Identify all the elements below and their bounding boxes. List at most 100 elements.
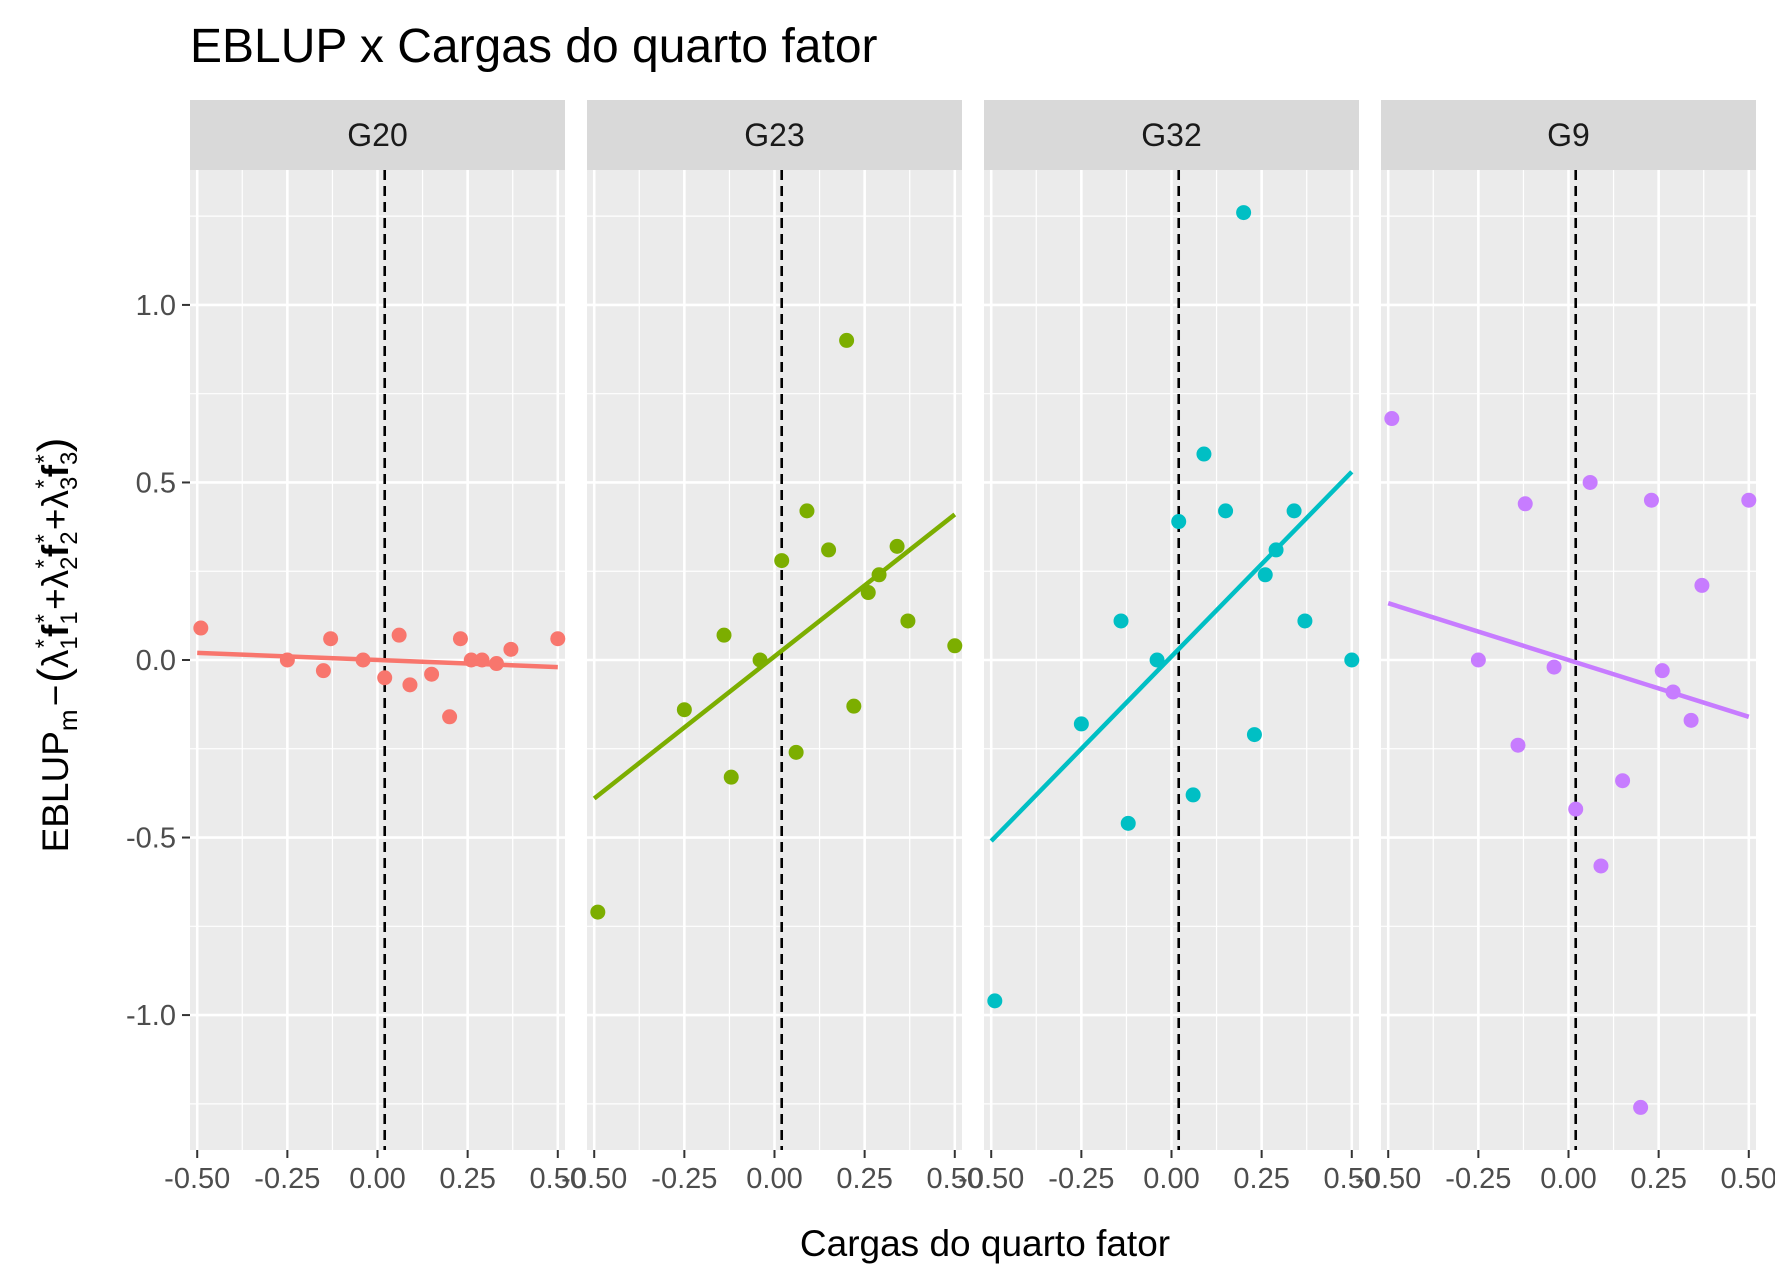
chart-title: EBLUP x Cargas do quarto fator — [190, 20, 878, 73]
y-title-f-3-sub: 3 — [56, 452, 83, 465]
data-point — [846, 698, 862, 714]
data-point — [474, 652, 490, 668]
data-point — [1171, 514, 1187, 530]
data-point — [1546, 659, 1562, 675]
data-point — [1470, 652, 1486, 668]
data-point — [1593, 858, 1609, 874]
x-tick-label: 0.25 — [836, 1163, 892, 1195]
data-point — [315, 663, 331, 679]
y-title-f-2-sub: 2 — [56, 531, 83, 544]
data-point — [987, 993, 1003, 1009]
x-tick-label: 0.50 — [1721, 1163, 1775, 1195]
x-tick-label: -0.25 — [651, 1163, 717, 1195]
y-title-lambda-1-star: * — [31, 639, 58, 648]
data-point — [821, 542, 837, 558]
y-title-plus-1: + — [35, 588, 76, 610]
facet-strip — [587, 100, 962, 170]
y-axis: -1.0 -0.5 0.0 0.5 1.0 — [126, 290, 190, 1032]
data-point — [947, 638, 963, 654]
x-tick-label: 0.25 — [439, 1163, 495, 1195]
y-title-lambda-2-sub: 2 — [56, 556, 83, 569]
data-point — [1073, 716, 1089, 732]
y-title-f-3: f — [35, 464, 76, 477]
data-point — [1694, 577, 1710, 593]
x-tick-label: -0.50 — [561, 1163, 627, 1195]
data-point — [1268, 542, 1284, 558]
data-point — [871, 567, 887, 583]
y-axis-title: EBLUPm−(λ1*f1*+λ2*f2*+λ3*f3*) — [29, 438, 83, 853]
y-title-open-paren: ( — [29, 668, 78, 683]
y-tick-label: 0.0 — [136, 645, 176, 677]
regression-line — [989, 470, 1354, 843]
y-title-lambda-3-star: * — [31, 479, 58, 488]
x-tick-label: -0.50 — [1355, 1163, 1421, 1195]
data-point — [1665, 684, 1681, 700]
x-tick-label: 0.00 — [746, 1163, 802, 1195]
facet-strip — [984, 100, 1359, 170]
data-point — [1615, 773, 1631, 789]
data-point — [279, 652, 295, 668]
data-point — [355, 652, 371, 668]
data-point — [1344, 652, 1360, 668]
x-tick-label: 0.25 — [1233, 1163, 1289, 1195]
y-title-f-1: f — [35, 624, 76, 637]
x-tick-label: 0.00 — [1143, 1163, 1199, 1195]
y-title-f-3-star: * — [31, 454, 58, 463]
y-title-eblup: EBLUP — [35, 731, 76, 852]
data-point — [1185, 787, 1201, 803]
data-point — [716, 627, 732, 643]
data-point — [424, 666, 440, 682]
data-point — [1120, 815, 1136, 831]
data-point — [1582, 474, 1598, 490]
x-tick-label: -0.50 — [958, 1163, 1024, 1195]
data-point — [799, 503, 815, 519]
y-title-sub-m: m — [53, 709, 83, 731]
data-point — [442, 709, 458, 725]
x-tick-label: -0.25 — [254, 1163, 320, 1195]
data-point — [774, 553, 790, 569]
data-point — [488, 656, 504, 672]
regression-line — [592, 512, 957, 801]
facet-strip-label: G23 — [744, 117, 804, 153]
x-tick-label: 0.25 — [1630, 1163, 1686, 1195]
y-tick-label: -1.0 — [126, 1000, 176, 1032]
data-point — [1297, 613, 1313, 629]
y-title-lambda-3: λ — [35, 489, 76, 508]
data-point — [402, 677, 418, 693]
data-point — [723, 769, 739, 785]
data-point — [550, 631, 566, 647]
data-point — [1218, 503, 1234, 519]
y-title-plus-2: + — [35, 508, 76, 530]
y-title-lambda-1: λ — [35, 649, 76, 668]
data-point — [1246, 727, 1262, 743]
y-tick-label: 1.0 — [136, 290, 176, 322]
y-tick-label: 0.5 — [136, 467, 176, 499]
data-point — [377, 670, 393, 686]
data-point — [1113, 613, 1129, 629]
data-point — [503, 641, 519, 657]
x-tick-label: 0.50 — [1324, 1163, 1380, 1195]
x-tick-label: -0.25 — [1445, 1163, 1511, 1195]
y-title-f-2-star: * — [31, 534, 58, 543]
x-tick-label: 0.00 — [1540, 1163, 1596, 1195]
data-point — [463, 652, 479, 668]
data-point — [193, 620, 209, 636]
data-point — [1643, 492, 1659, 508]
y-title-lambda-2-star: * — [31, 559, 58, 568]
regression-line — [1387, 601, 1750, 719]
y-title-lambda-1-sub: 1 — [56, 636, 83, 649]
facet-panel-g20: G20 -0.50 -0.25 0.00 0.25 0.50 — [164, 100, 586, 1195]
y-title-lambda-3-sub: 3 — [56, 477, 83, 490]
y-title-close-paren: ) — [29, 438, 78, 453]
facet-strip-label: G32 — [1141, 117, 1201, 153]
data-point — [1196, 446, 1212, 462]
data-point — [889, 538, 905, 554]
facet-strip-label: G9 — [1547, 117, 1590, 153]
y-axis-title-group: EBLUPm−(λ1*f1*+λ2*f2*+λ3*f3*) — [29, 438, 83, 853]
y-title-lambda-2: λ — [35, 569, 76, 588]
facet-panels: G20 -0.50 -0.25 0.00 0.25 0.50 G23 -0.50 -0.25 0.… — [164, 100, 1775, 1195]
data-point — [1568, 801, 1584, 817]
x-axis-title: Cargas do quarto fator — [800, 1223, 1170, 1264]
y-title-minus: − — [35, 685, 76, 707]
